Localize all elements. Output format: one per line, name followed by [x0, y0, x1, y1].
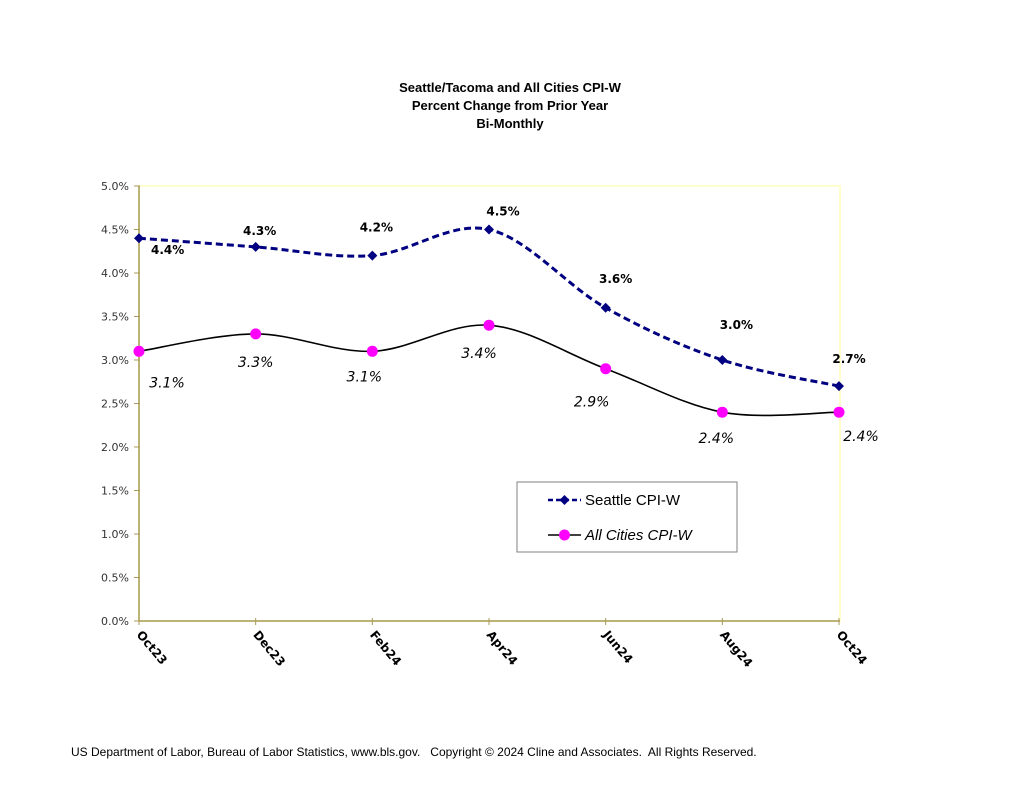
y-tick-label: 0.0% [101, 615, 129, 628]
all-cities-data-label: 2.4% [699, 431, 735, 447]
legend-all-cities-label: All Cities CPI-W [584, 527, 694, 544]
x-tick-label: Dec23 [250, 628, 288, 669]
y-tick-label: 0.5% [101, 572, 129, 585]
seattle-point [367, 250, 378, 261]
seattle-data-label: 4.3% [243, 224, 276, 238]
y-tick-label: 1.0% [101, 528, 129, 541]
footer-source: US Department of Labor, Bureau of Labor … [71, 745, 757, 759]
seattle-data-label: 2.7% [832, 352, 865, 366]
x-tick-label: Aug24 [717, 628, 755, 670]
chart-title-line-3: Bi-Monthly [476, 116, 544, 131]
seattle-point [250, 241, 261, 252]
all-cities-data-label: 2.9% [574, 395, 610, 411]
all-cities-point [133, 345, 145, 357]
y-tick-label: 2.5% [101, 398, 129, 411]
x-tick-label: Oct23 [134, 628, 170, 667]
legend-item-seattle: Seattle CPI-W [548, 492, 681, 509]
x-tick-label: Apr24 [484, 628, 521, 668]
x-tick-label: Jun24 [600, 627, 636, 666]
all-cities-point [716, 406, 728, 418]
seattle-point [134, 233, 144, 244]
all-cities-data-label: 3.3% [238, 355, 274, 371]
seattle-data-label: 4.4% [151, 243, 184, 257]
all-cities-data-label: 3.1% [347, 369, 383, 385]
data-labels: 4.4% 4.3% 4.2% 4.5% 3.6% 3.0% 2.7% 3.1% 3.3% 3.1%… [149, 205, 879, 448]
chart-title-line-2: Percent Change from Prior Year [412, 98, 608, 113]
chart-title-line-1: Seattle/Tacoma and All Cities CPI-W [399, 80, 621, 95]
axes [138, 186, 840, 622]
seattle-data-label: 3.6% [599, 272, 632, 286]
legend: Seattle CPI-W All Cities CPI-W [516, 481, 738, 553]
legend-seattle-label: Seattle CPI-W [585, 492, 681, 509]
all-cities-data-label: 3.1% [149, 375, 185, 391]
legend-seattle-diamond-icon [559, 495, 570, 505]
x-tick-label: Oct24 [834, 628, 870, 667]
x-tick-label: Feb24 [367, 628, 404, 669]
y-tick-label: 3.5% [101, 311, 129, 324]
all-cities-point [833, 406, 845, 418]
y-tick-label: 4.5% [101, 224, 129, 237]
seattle-data-label: 3.0% [720, 318, 753, 332]
legend-box [516, 481, 738, 553]
seattle-point [717, 355, 728, 365]
y-tick-label: 2.0% [101, 441, 129, 454]
series [133, 224, 845, 418]
all-cities-point [250, 328, 262, 340]
y-axis-ticks: 0.0% 0.5% 1.0% 1.5% 2.0% 2.5% 3.0% 3.5% 4.0% 4.5%… [101, 180, 140, 628]
y-tick-label: 3.0% [101, 354, 129, 367]
legend-item-all-cities: All Cities CPI-W [548, 527, 694, 544]
all-cities-point [600, 363, 612, 375]
seattle-data-label: 4.2% [360, 221, 393, 235]
x-axis-ticks: Oct23 Dec23 Feb24 Apr24 Jun24 Aug24 Oct24 [134, 618, 870, 670]
y-tick-label: 5.0% [101, 180, 129, 193]
chart-title: Seattle/Tacoma and All Cities CPI-W Perc… [399, 80, 621, 131]
all-cities-data-label: 2.4% [843, 429, 879, 445]
y-tick-label: 4.0% [101, 267, 129, 280]
y-tick-label: 1.5% [101, 485, 129, 498]
legend-all-cities-circle-icon [559, 529, 570, 541]
all-cities-point [483, 319, 495, 331]
seattle-point [834, 381, 844, 392]
all-cities-point [366, 345, 378, 357]
seattle-point [484, 224, 494, 235]
plot-area [138, 185, 841, 622]
seattle-point [600, 302, 611, 313]
all-cities-data-label: 3.4% [461, 346, 497, 362]
seattle-data-label: 4.5% [486, 205, 519, 219]
